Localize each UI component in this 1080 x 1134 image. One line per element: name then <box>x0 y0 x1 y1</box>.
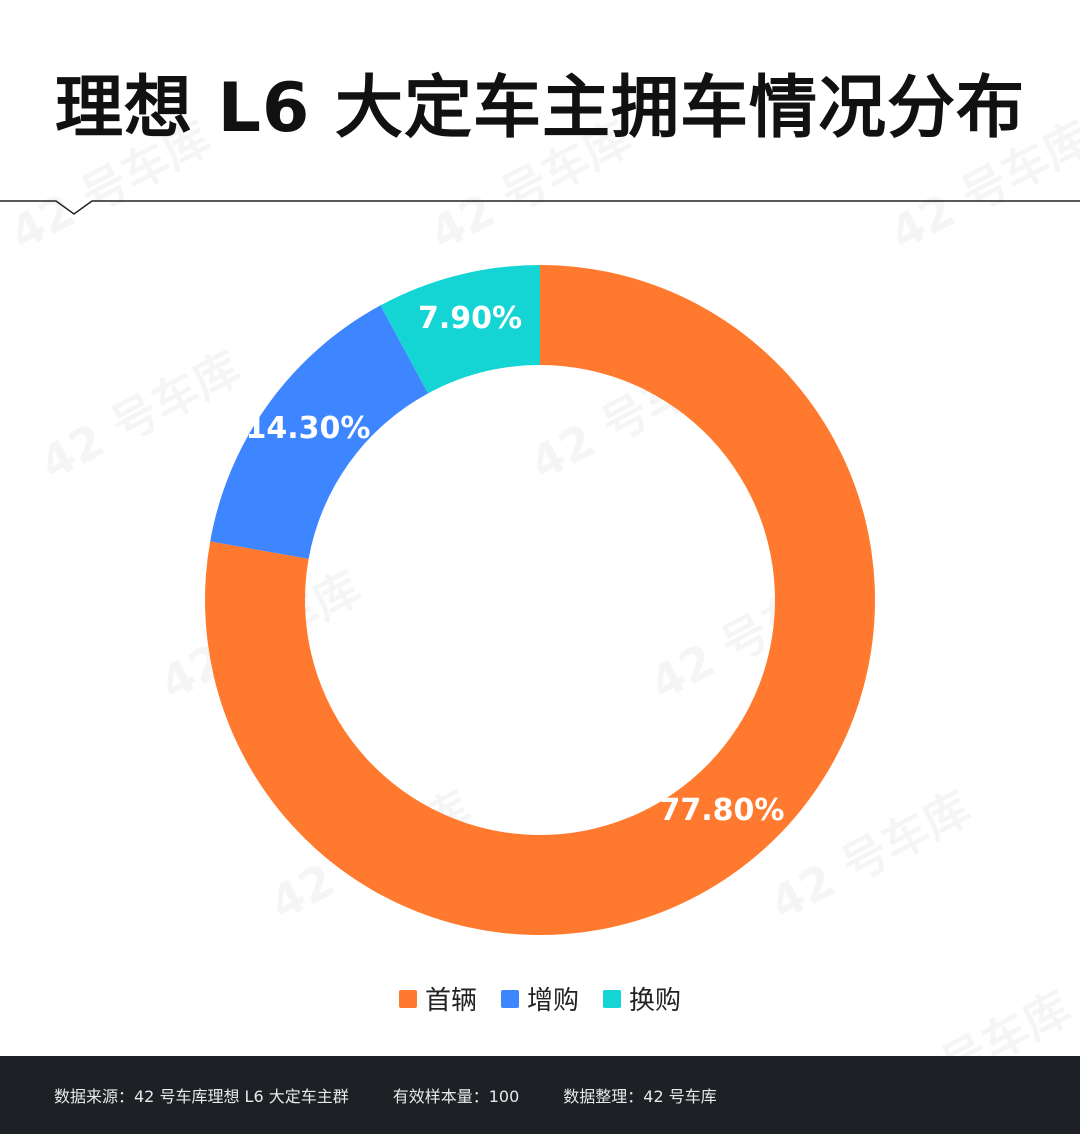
chart-legend: 首辆 增购 换购 <box>0 980 1080 1017</box>
slice-换购 <box>380 265 540 394</box>
donut-chart: 77.80% 14.30% 7.90% <box>205 265 876 936</box>
footer-notch <box>968 1056 1012 1070</box>
slice-首辆 <box>205 265 876 936</box>
legend-item: 换购 <box>603 980 681 1017</box>
data-label: 7.90% <box>418 301 522 336</box>
slice-增购 <box>210 305 429 559</box>
data-label: 77.80% <box>660 793 785 828</box>
title-divider <box>0 200 1080 215</box>
data-label: 14.30% <box>246 411 371 446</box>
footer-source: 数据来源：42 号车库理想 L6 大定车主群 <box>54 1087 349 1106</box>
legend-label: 首辆 <box>424 986 477 1016</box>
legend-swatch <box>603 989 621 1008</box>
page-title: 理想 L6 大定车主拥车情况分布 <box>55 69 1025 148</box>
footer-info: 数据来源：42 号车库理想 L6 大定车主群 有效样本量：100 数据整理：42… <box>54 1083 717 1107</box>
legend-label: 换购 <box>629 986 682 1016</box>
footer-sample-size: 有效样本量：100 <box>392 1087 520 1106</box>
legend-label: 增购 <box>526 986 579 1016</box>
legend-item: 首辆 <box>398 980 477 1017</box>
legend-item: 增购 <box>500 980 579 1017</box>
legend-swatch <box>398 989 417 1008</box>
legend-swatch <box>500 989 519 1008</box>
footer-bar <box>0 1056 1080 1134</box>
footer-compiled-by: 数据整理：42 号车库 <box>563 1087 717 1106</box>
